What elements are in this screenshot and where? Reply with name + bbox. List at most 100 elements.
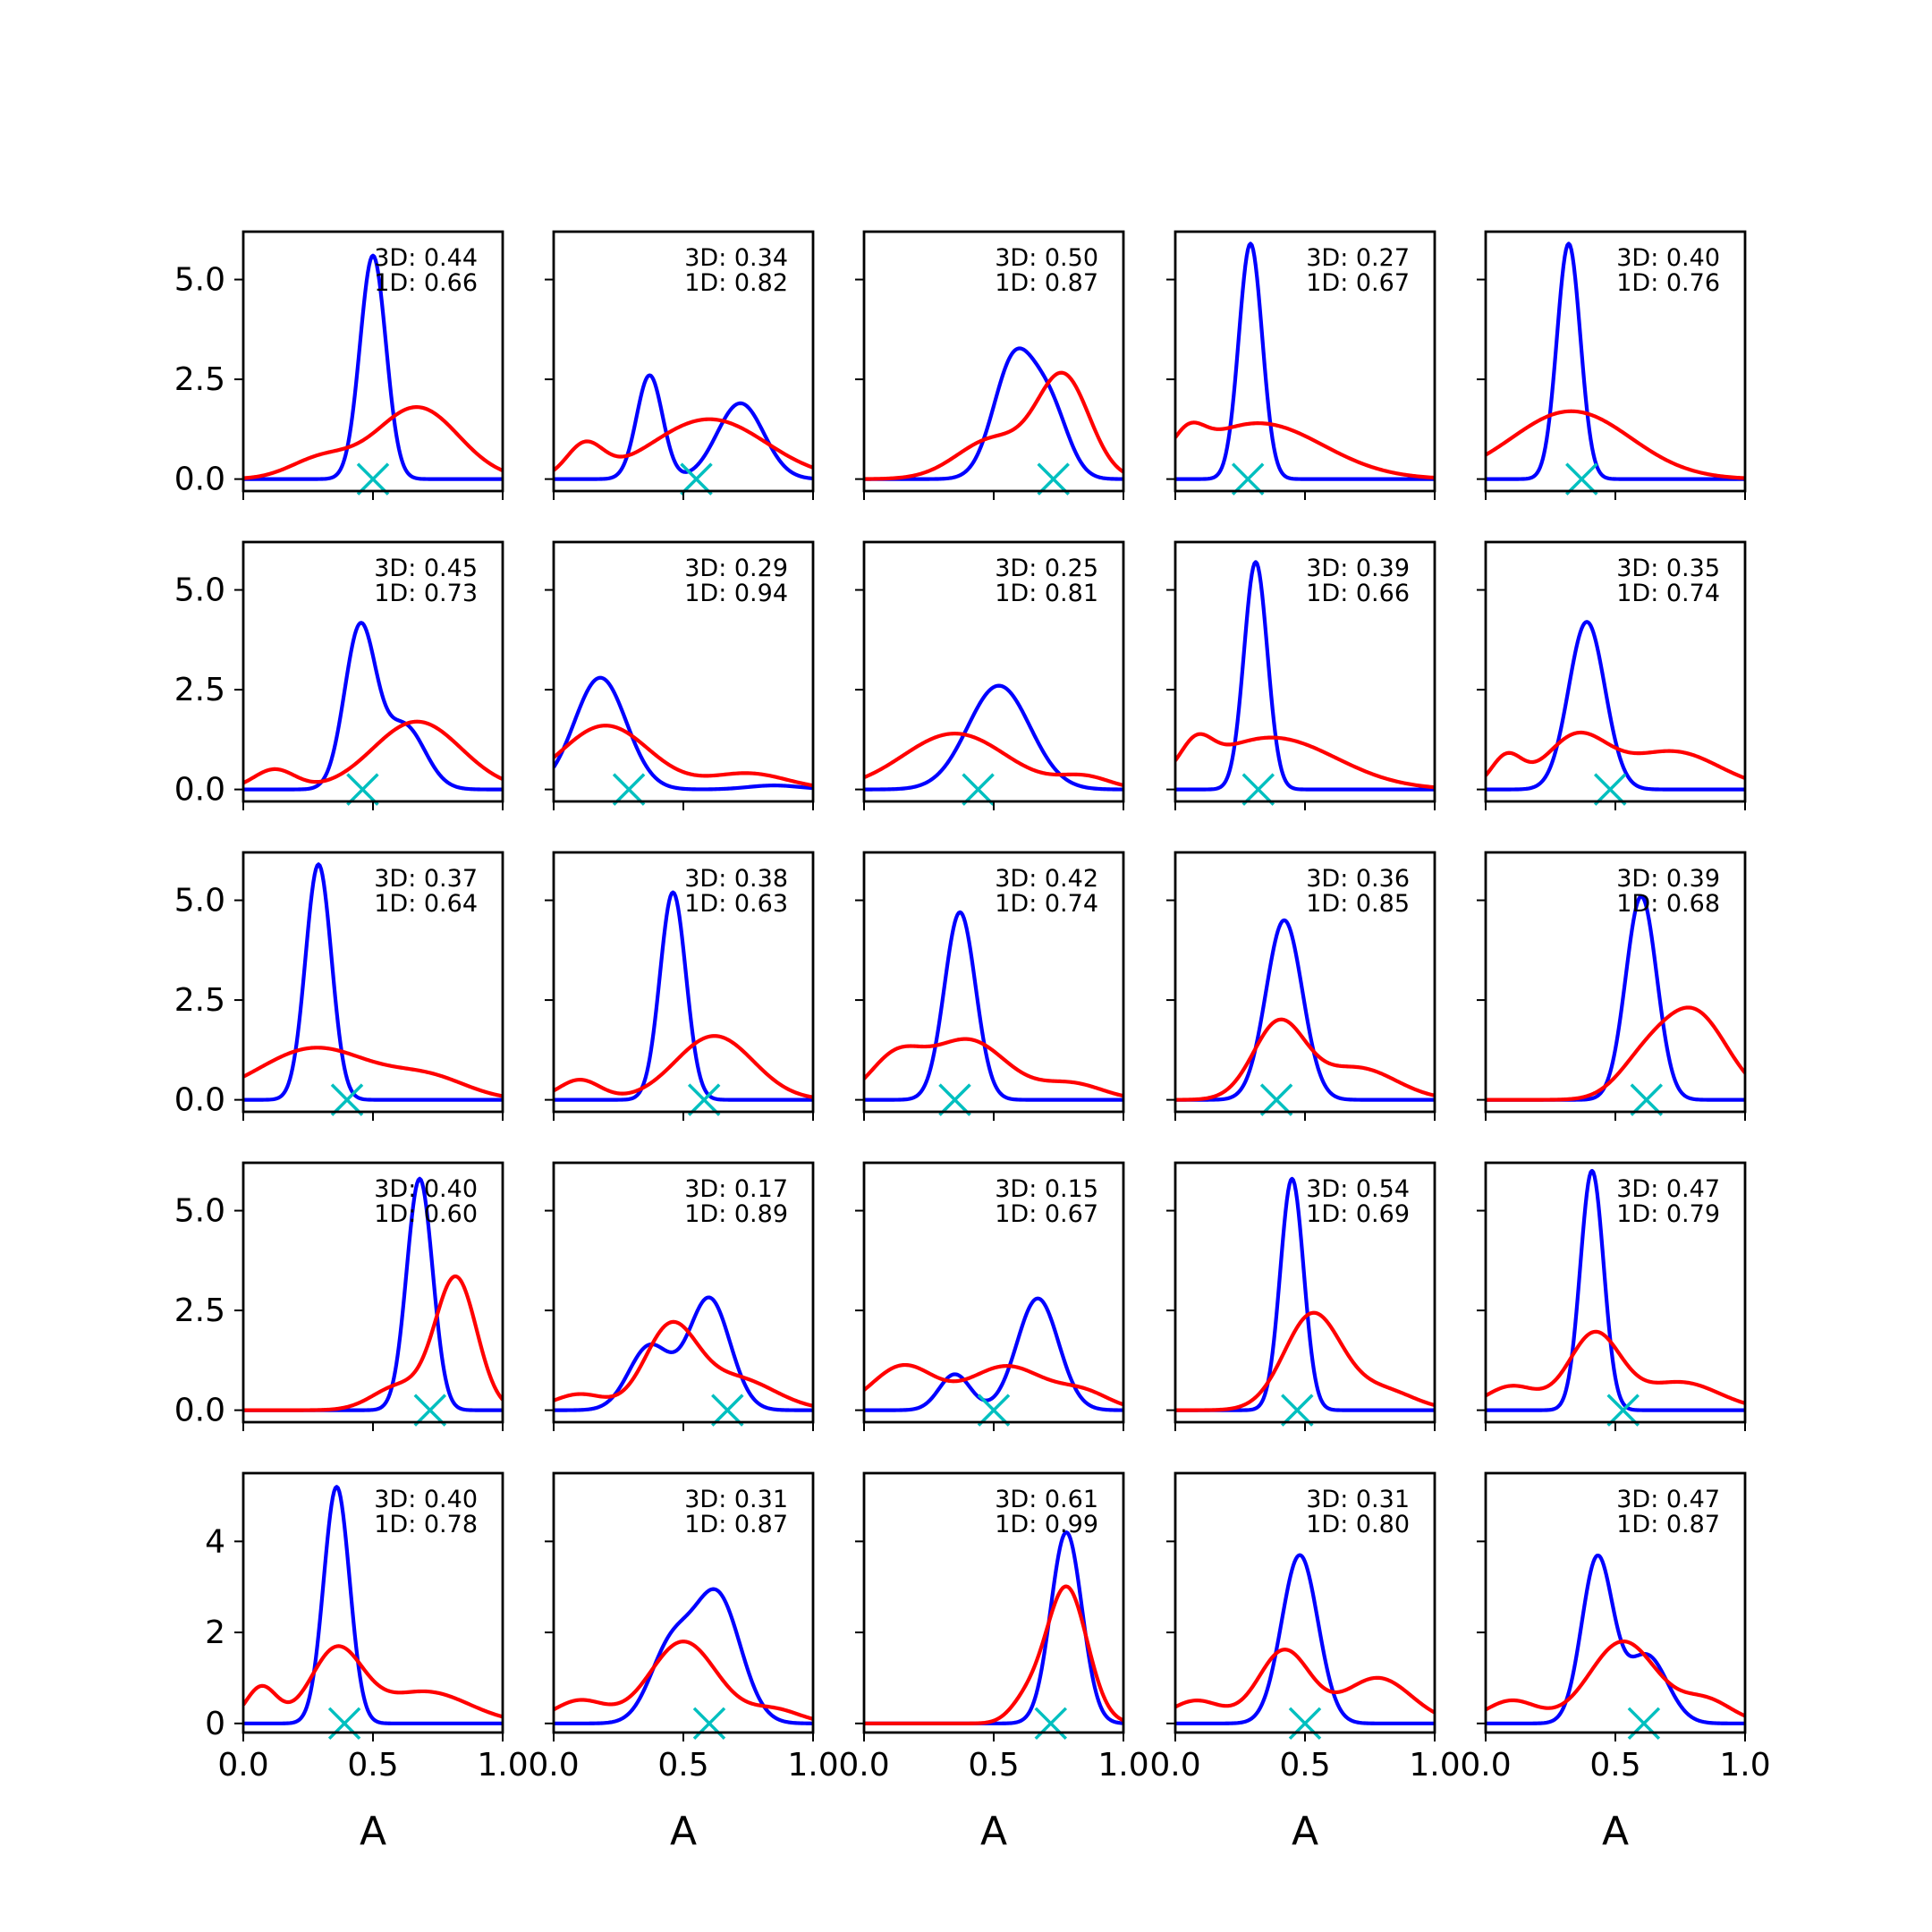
marker-stroke [1241,773,1275,806]
annotation-line: 1D: 0.87 [684,1511,788,1538]
red-density-line [1486,409,1745,480]
marker-stroke [1565,462,1598,496]
red-density-line [554,1319,813,1408]
annotation-line: 1D: 0.89 [684,1200,788,1228]
annotation-line: 3D: 0.39 [1306,555,1410,582]
annotation-line: 1D: 0.80 [1306,1511,1410,1538]
x-tick-label: 1.0 [787,1747,838,1784]
annotation-line: 3D: 0.31 [684,1486,788,1513]
x-tick-label: 0.0 [528,1747,579,1784]
red-density-line [554,1034,813,1099]
marker-stroke [1281,1394,1314,1427]
annotation-line: 3D: 0.42 [995,865,1098,893]
red-density-line [243,1644,503,1719]
marker-x-icon [356,462,390,496]
annotation-line: 1D: 0.82 [684,269,788,297]
y-tick-label: 2.5 [174,672,225,708]
red-density-line [864,1584,1123,1725]
annotation-line: 1D: 0.99 [995,1511,1098,1538]
marker-x-icon [1606,1394,1640,1427]
x-tick-label: 0.0 [1460,1747,1511,1784]
annotation-line: 3D: 0.36 [1306,865,1410,893]
blue-density-line [243,253,503,481]
x-axis-label: A [1292,1809,1318,1854]
annotation-line: 3D: 0.54 [1306,1175,1410,1203]
blue-density-line [1175,560,1435,792]
marker-x-icon [330,1083,364,1116]
marker-stroke [1606,1394,1640,1427]
annotation-line: 1D: 0.81 [995,580,1098,607]
x-tick-label: 0.5 [1589,1747,1640,1784]
blue-density-line [554,1295,813,1412]
blue-density-line [864,346,1123,481]
annotation-line: 1D: 0.79 [1616,1200,1720,1228]
y-tick-label: 0 [205,1706,225,1742]
annotation-line: 1D: 0.66 [1306,580,1410,607]
x-axis-label: A [360,1809,386,1854]
red-density-line [1175,732,1435,790]
annotation-line: 3D: 0.35 [1616,555,1720,582]
y-tick-label: 2.5 [174,361,225,398]
marker-x-icon [1630,1083,1664,1116]
annotation-line: 3D: 0.47 [1616,1486,1720,1513]
annotation-line: 3D: 0.40 [374,1175,478,1203]
annotation-line: 1D: 0.94 [684,580,788,607]
marker-x-icon [1037,462,1070,496]
red-density-line [1486,1639,1745,1718]
x-tick-label: 0.5 [657,1747,708,1784]
annotation-line: 3D: 0.17 [684,1175,788,1203]
annotation-line: 1D: 0.60 [374,1200,478,1228]
marker-stroke [680,462,713,496]
red-density-line [243,405,503,480]
annotation-line: 1D: 0.73 [374,580,478,607]
blue-density-line [1486,242,1745,481]
marker-x-icon [346,773,379,806]
blue-density-line [243,1485,503,1725]
marker-x-icon [1593,773,1627,806]
blue-density-line [1175,918,1435,1102]
annotation-line: 3D: 0.31 [1306,1486,1410,1513]
red-density-line [1486,730,1745,780]
annotation-line: 3D: 0.40 [1616,244,1720,272]
x-tick-label: 1.0 [1097,1747,1148,1784]
marker-x-icon [1281,1394,1314,1427]
marker-stroke [413,1394,447,1427]
blue-density-line [864,910,1123,1102]
marker-stroke [1630,1083,1664,1116]
x-axis-label: A [1602,1809,1629,1854]
y-tick-label: 0.0 [174,1393,225,1429]
annotation-line: 3D: 0.47 [1616,1175,1720,1203]
annotation-line: 1D: 0.63 [684,890,788,918]
annotation-line: 1D: 0.85 [1306,890,1410,918]
y-tick-label: 4 [205,1523,225,1560]
marker-stroke [346,773,379,806]
blue-density-line [554,1587,813,1725]
x-tick-label: 0.0 [1149,1747,1200,1784]
annotation-line: 1D: 0.74 [995,890,1098,918]
y-tick-label: 5.0 [174,883,225,919]
y-tick-label: 0.0 [174,462,225,498]
x-tick-label: 0.5 [1279,1747,1330,1784]
annotation-line: 3D: 0.25 [995,555,1098,582]
marker-x-icon [938,1083,971,1116]
x-tick-label: 0.0 [217,1747,268,1784]
red-density-line [1486,1329,1745,1405]
